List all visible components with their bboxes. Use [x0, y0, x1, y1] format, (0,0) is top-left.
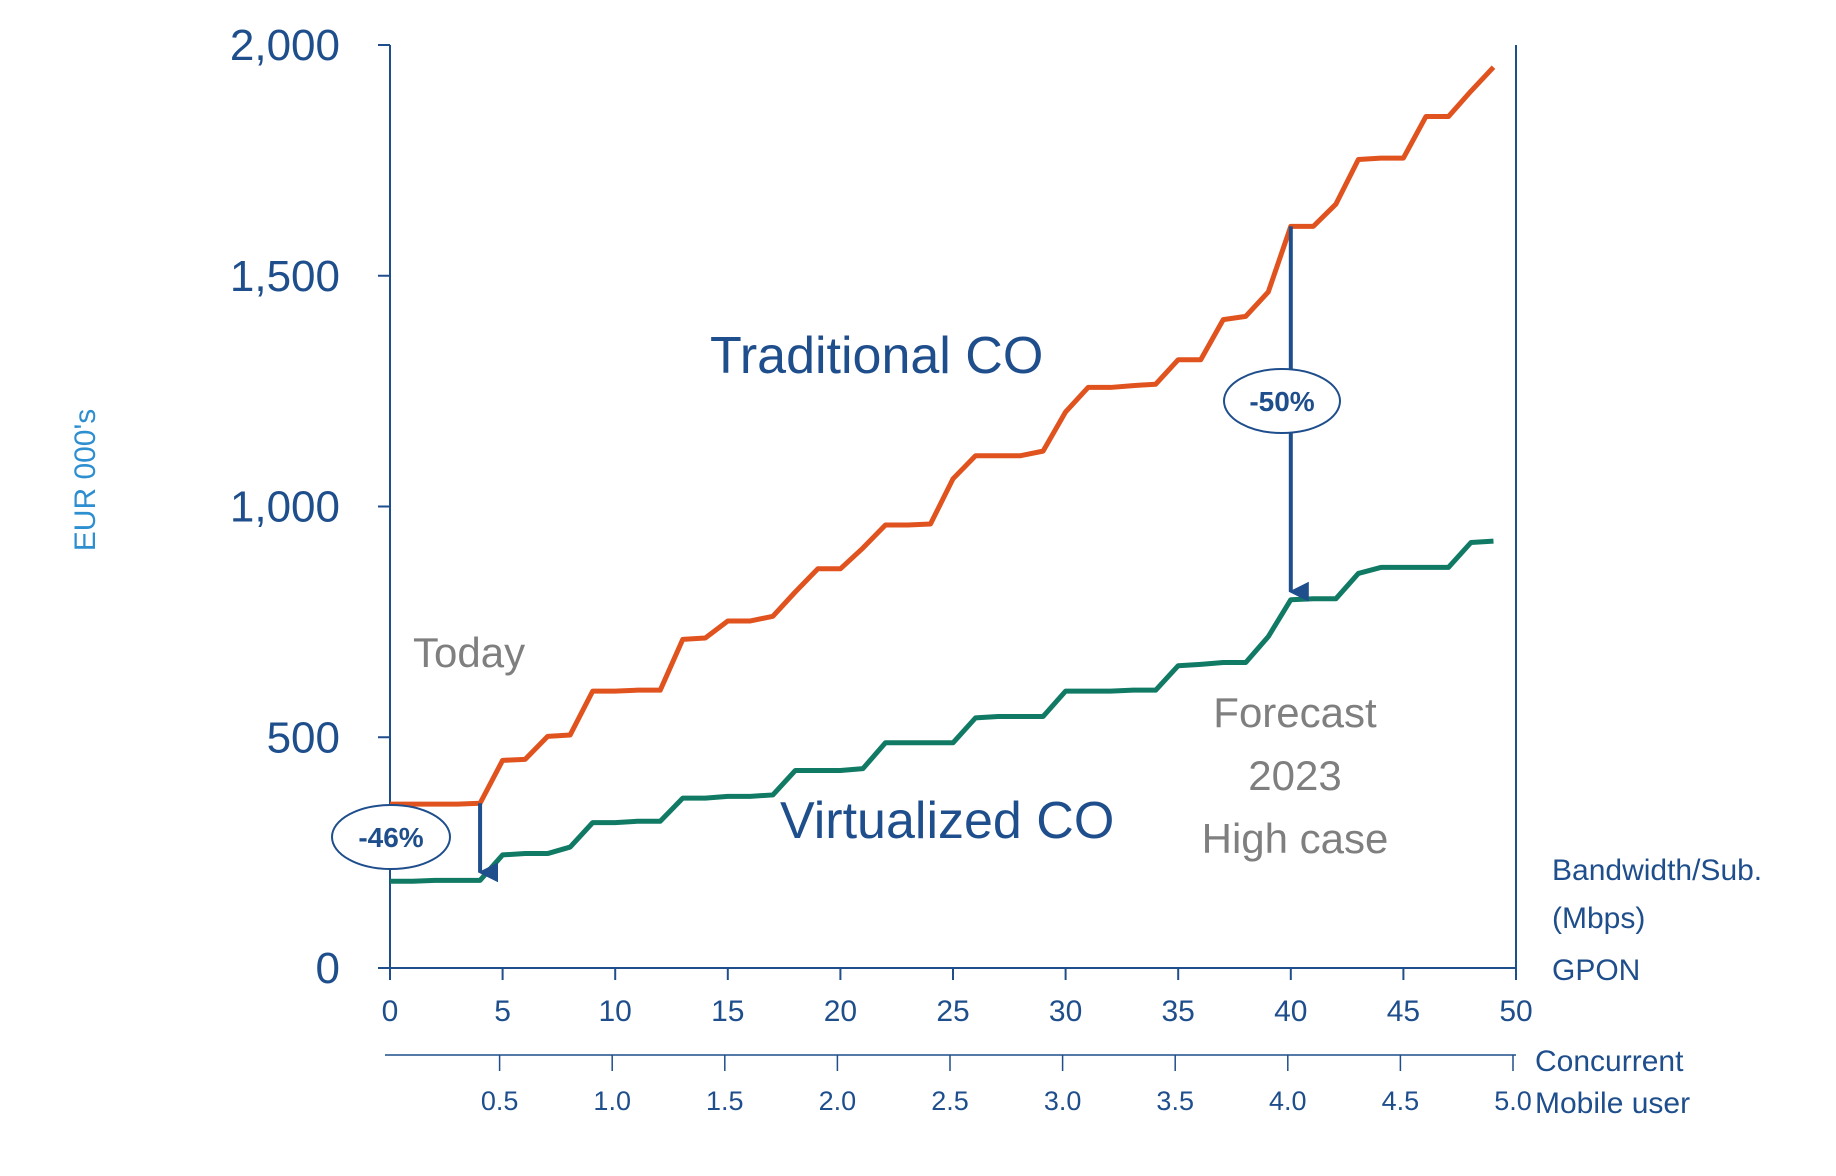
y-tick-label: 2,000	[230, 21, 340, 70]
series-line-virtualized-co	[390, 538, 1494, 884]
secondary-x-tick-label: 0.5	[481, 1086, 519, 1116]
note-forecast-line-1: Forecast	[1213, 689, 1377, 736]
x-tick-label: 25	[936, 995, 969, 1028]
series-line-traditional-co	[390, 65, 1496, 807]
x-axis-label-line-1: Bandwidth/Sub.	[1552, 854, 1762, 887]
x-tick-label: 15	[711, 995, 744, 1028]
badge-50-percent-text: -50%	[1249, 386, 1314, 417]
y-tick-label: 1,000	[230, 483, 340, 532]
note-today: Today	[413, 629, 525, 676]
secondary-x-ticks: 0.5 1.0 1.5 2.0 2.5 3.0 3.5 4.0 4.5 5.0	[481, 1055, 1532, 1116]
y-tick-label: 500	[267, 713, 340, 762]
x-axis-label-line-2: (Mbps)	[1552, 902, 1645, 935]
x-tick-label: 20	[824, 995, 857, 1028]
secondary-x-tick-label: 1.0	[593, 1086, 631, 1116]
x-tick-label: 5	[494, 995, 511, 1028]
x-tick-label: 45	[1387, 995, 1420, 1028]
x-ticks: 0 5 10 15 20 25 30 35 40 45 50	[382, 968, 1533, 1028]
secondary-x-tick-label: 3.5	[1156, 1086, 1194, 1116]
secondary-x-tick-label: 4.0	[1269, 1086, 1307, 1116]
secondary-x-axis-label-line-1: Concurrent	[1535, 1045, 1684, 1078]
x-tick-label: 10	[599, 995, 632, 1028]
series-label-traditional-co: Traditional CO	[710, 327, 1043, 385]
secondary-x-tick-label: 2.0	[819, 1086, 857, 1116]
badge-46-percent-text: -46%	[358, 822, 423, 853]
note-forecast-line-2: 2023	[1248, 752, 1341, 799]
series-label-virtualized-co: Virtualized CO	[780, 792, 1114, 850]
secondary-x-axis-label-line-2: Mobile user	[1535, 1087, 1690, 1120]
y-axis-label: EUR 000's	[69, 409, 102, 551]
secondary-x-tick-label: 4.5	[1382, 1086, 1420, 1116]
secondary-x-tick-label: 1.5	[706, 1086, 744, 1116]
y-tick-label: 0	[316, 944, 340, 993]
badge-46-percent: -46%	[331, 804, 451, 870]
note-forecast-line-3: High case	[1202, 815, 1389, 862]
secondary-x-tick-label: 2.5	[931, 1086, 969, 1116]
x-tick-label: 35	[1162, 995, 1195, 1028]
y-tick-label: 1,500	[230, 252, 340, 301]
secondary-x-tick-label: 5.0	[1494, 1086, 1532, 1116]
x-tick-label: 0	[382, 995, 399, 1028]
badge-50-percent: -50%	[1223, 368, 1341, 434]
secondary-x-tick-label: 3.0	[1044, 1086, 1082, 1116]
x-tick-label: 30	[1049, 995, 1082, 1028]
x-axis-label-line-3: GPON	[1552, 954, 1640, 987]
x-tick-label: 40	[1274, 995, 1307, 1028]
y-ticks: 0 500 1,000 1,500 2,000	[230, 21, 390, 993]
x-tick-label: 50	[1499, 995, 1532, 1028]
